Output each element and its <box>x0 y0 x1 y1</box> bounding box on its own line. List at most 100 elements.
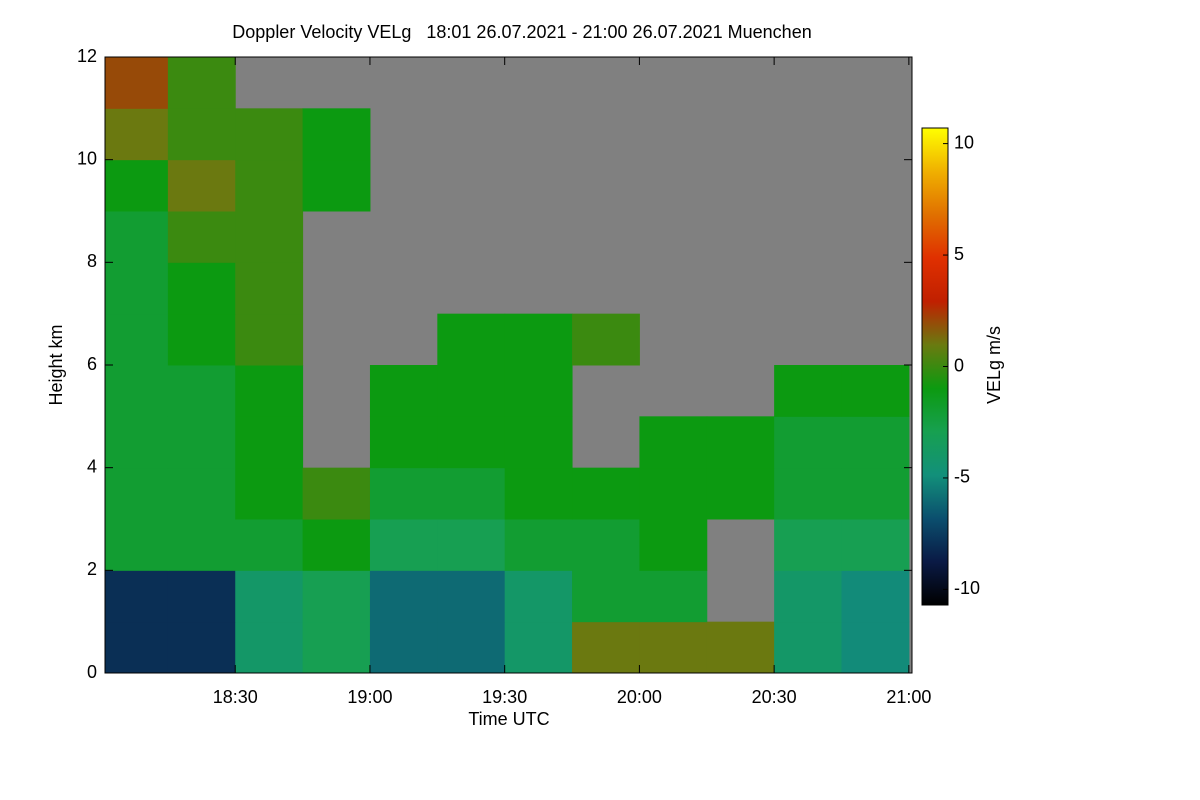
heatmap-cell <box>167 108 236 161</box>
heatmap-cell <box>167 519 236 571</box>
heatmap-cell <box>572 467 640 520</box>
heatmap-cell <box>167 365 236 417</box>
heatmap-cell <box>105 570 169 623</box>
heatmap-cell <box>302 621 371 674</box>
heatmap-cell <box>504 416 573 469</box>
heatmap-cell <box>167 416 236 469</box>
heatmap-cell <box>105 621 169 674</box>
heatmap-cell <box>105 467 169 520</box>
y-tick-label: 0 <box>87 662 97 682</box>
heatmap-cell <box>105 159 169 212</box>
heatmap-cell <box>302 519 371 571</box>
x-tick-label: 18:30 <box>213 687 258 707</box>
heatmap-cell <box>774 467 842 520</box>
heatmap-cell <box>774 570 842 623</box>
heatmap-cell <box>841 519 910 571</box>
heatmap-cell <box>235 570 304 623</box>
colorbar-tick-label: 0 <box>954 355 964 375</box>
heatmap-cell <box>369 519 438 571</box>
colorbar-tick-label: -5 <box>954 467 970 487</box>
heatmap-cell <box>639 467 708 520</box>
heatmap-cell <box>167 570 236 623</box>
heatmap-cell <box>235 313 304 366</box>
heatmap-cell <box>774 621 842 674</box>
heatmap-cell <box>572 313 640 366</box>
heatmap-cell <box>235 365 304 417</box>
heatmap-cell <box>639 570 708 623</box>
heatmap-cell <box>572 621 640 674</box>
heatmap-cell <box>235 467 304 520</box>
heatmap-cell <box>235 621 304 674</box>
heatmap-cell <box>105 519 169 571</box>
y-tick-label: 4 <box>87 456 97 476</box>
heatmap-cell <box>437 570 506 623</box>
heatmap-cell <box>105 57 169 109</box>
heatmap-cell <box>774 365 842 417</box>
heatmap-cell <box>105 365 169 417</box>
heatmap-cell <box>302 467 371 520</box>
heatmap-cell <box>437 467 506 520</box>
colorbar-tick-label: -10 <box>954 578 980 598</box>
heatmap-cell <box>504 570 573 623</box>
heatmap-cell <box>235 159 304 212</box>
heatmap-cell <box>105 262 169 315</box>
heatmap-cell <box>504 313 573 366</box>
colorbar-tick-label: 10 <box>954 132 974 152</box>
x-tick-label: 20:00 <box>617 687 662 707</box>
heatmap-cell <box>774 519 842 571</box>
heatmap-cell <box>437 621 506 674</box>
heatmap-cell <box>302 159 371 212</box>
x-tick-label: 19:30 <box>482 687 527 707</box>
heatmap-cell <box>639 621 708 674</box>
heatmap-cell <box>235 519 304 571</box>
heatmap-cell <box>167 262 236 315</box>
heatmap-cell <box>841 570 910 623</box>
x-tick-label: 21:00 <box>886 687 931 707</box>
heatmap-cell <box>841 621 910 674</box>
heatmap-cell <box>167 313 236 366</box>
heatmap-cell <box>235 108 304 161</box>
y-tick-label: 8 <box>87 251 97 271</box>
y-tick-label: 6 <box>87 354 97 374</box>
heatmap-cell <box>369 416 438 469</box>
heatmap-cell <box>504 621 573 674</box>
chart-title: Doppler Velocity VELg 18:01 26.07.2021 -… <box>232 22 811 42</box>
heatmap-cell <box>774 416 842 469</box>
x-tick-label: 20:30 <box>752 687 797 707</box>
heatmap-cell <box>572 570 640 623</box>
heatmap-cell <box>369 621 438 674</box>
heatmap-cell <box>302 108 371 161</box>
heatmap-cell <box>841 467 910 520</box>
heatmap-cell <box>369 467 438 520</box>
x-tick-label: 19:00 <box>347 687 392 707</box>
x-axis-label: Time UTC <box>468 709 549 729</box>
heatmap-cell <box>105 108 169 161</box>
heatmap-cell <box>105 313 169 366</box>
heatmap-cell <box>504 519 573 571</box>
heatmap-cell <box>105 211 169 263</box>
heatmap-cell <box>167 211 236 263</box>
heatmap-cell <box>706 467 775 520</box>
heatmap-cell <box>504 467 573 520</box>
heatmap-cell <box>437 416 506 469</box>
heatmap-cell <box>639 519 708 571</box>
heatmap-cell <box>302 570 371 623</box>
colorbar-tick-label: 5 <box>954 244 964 264</box>
heatmap-cell <box>167 621 236 674</box>
heatmap-cell <box>437 519 506 571</box>
heatmap-cell <box>235 211 304 263</box>
heatmap-cell <box>167 57 236 109</box>
heatmap-cell <box>235 262 304 315</box>
y-axis-label: Height km <box>46 324 66 405</box>
y-tick-label: 12 <box>77 46 97 66</box>
y-tick-label: 10 <box>77 148 97 168</box>
heatmap-cell <box>235 416 304 469</box>
heatmap-cell <box>572 519 640 571</box>
heatmap-cell <box>841 416 910 469</box>
heatmap-cell <box>437 313 506 366</box>
heatmap-cell <box>639 416 708 469</box>
colorbar-label: VELg m/s <box>984 326 1004 404</box>
heatmap-cell <box>167 467 236 520</box>
heatmap-cell <box>369 365 438 417</box>
